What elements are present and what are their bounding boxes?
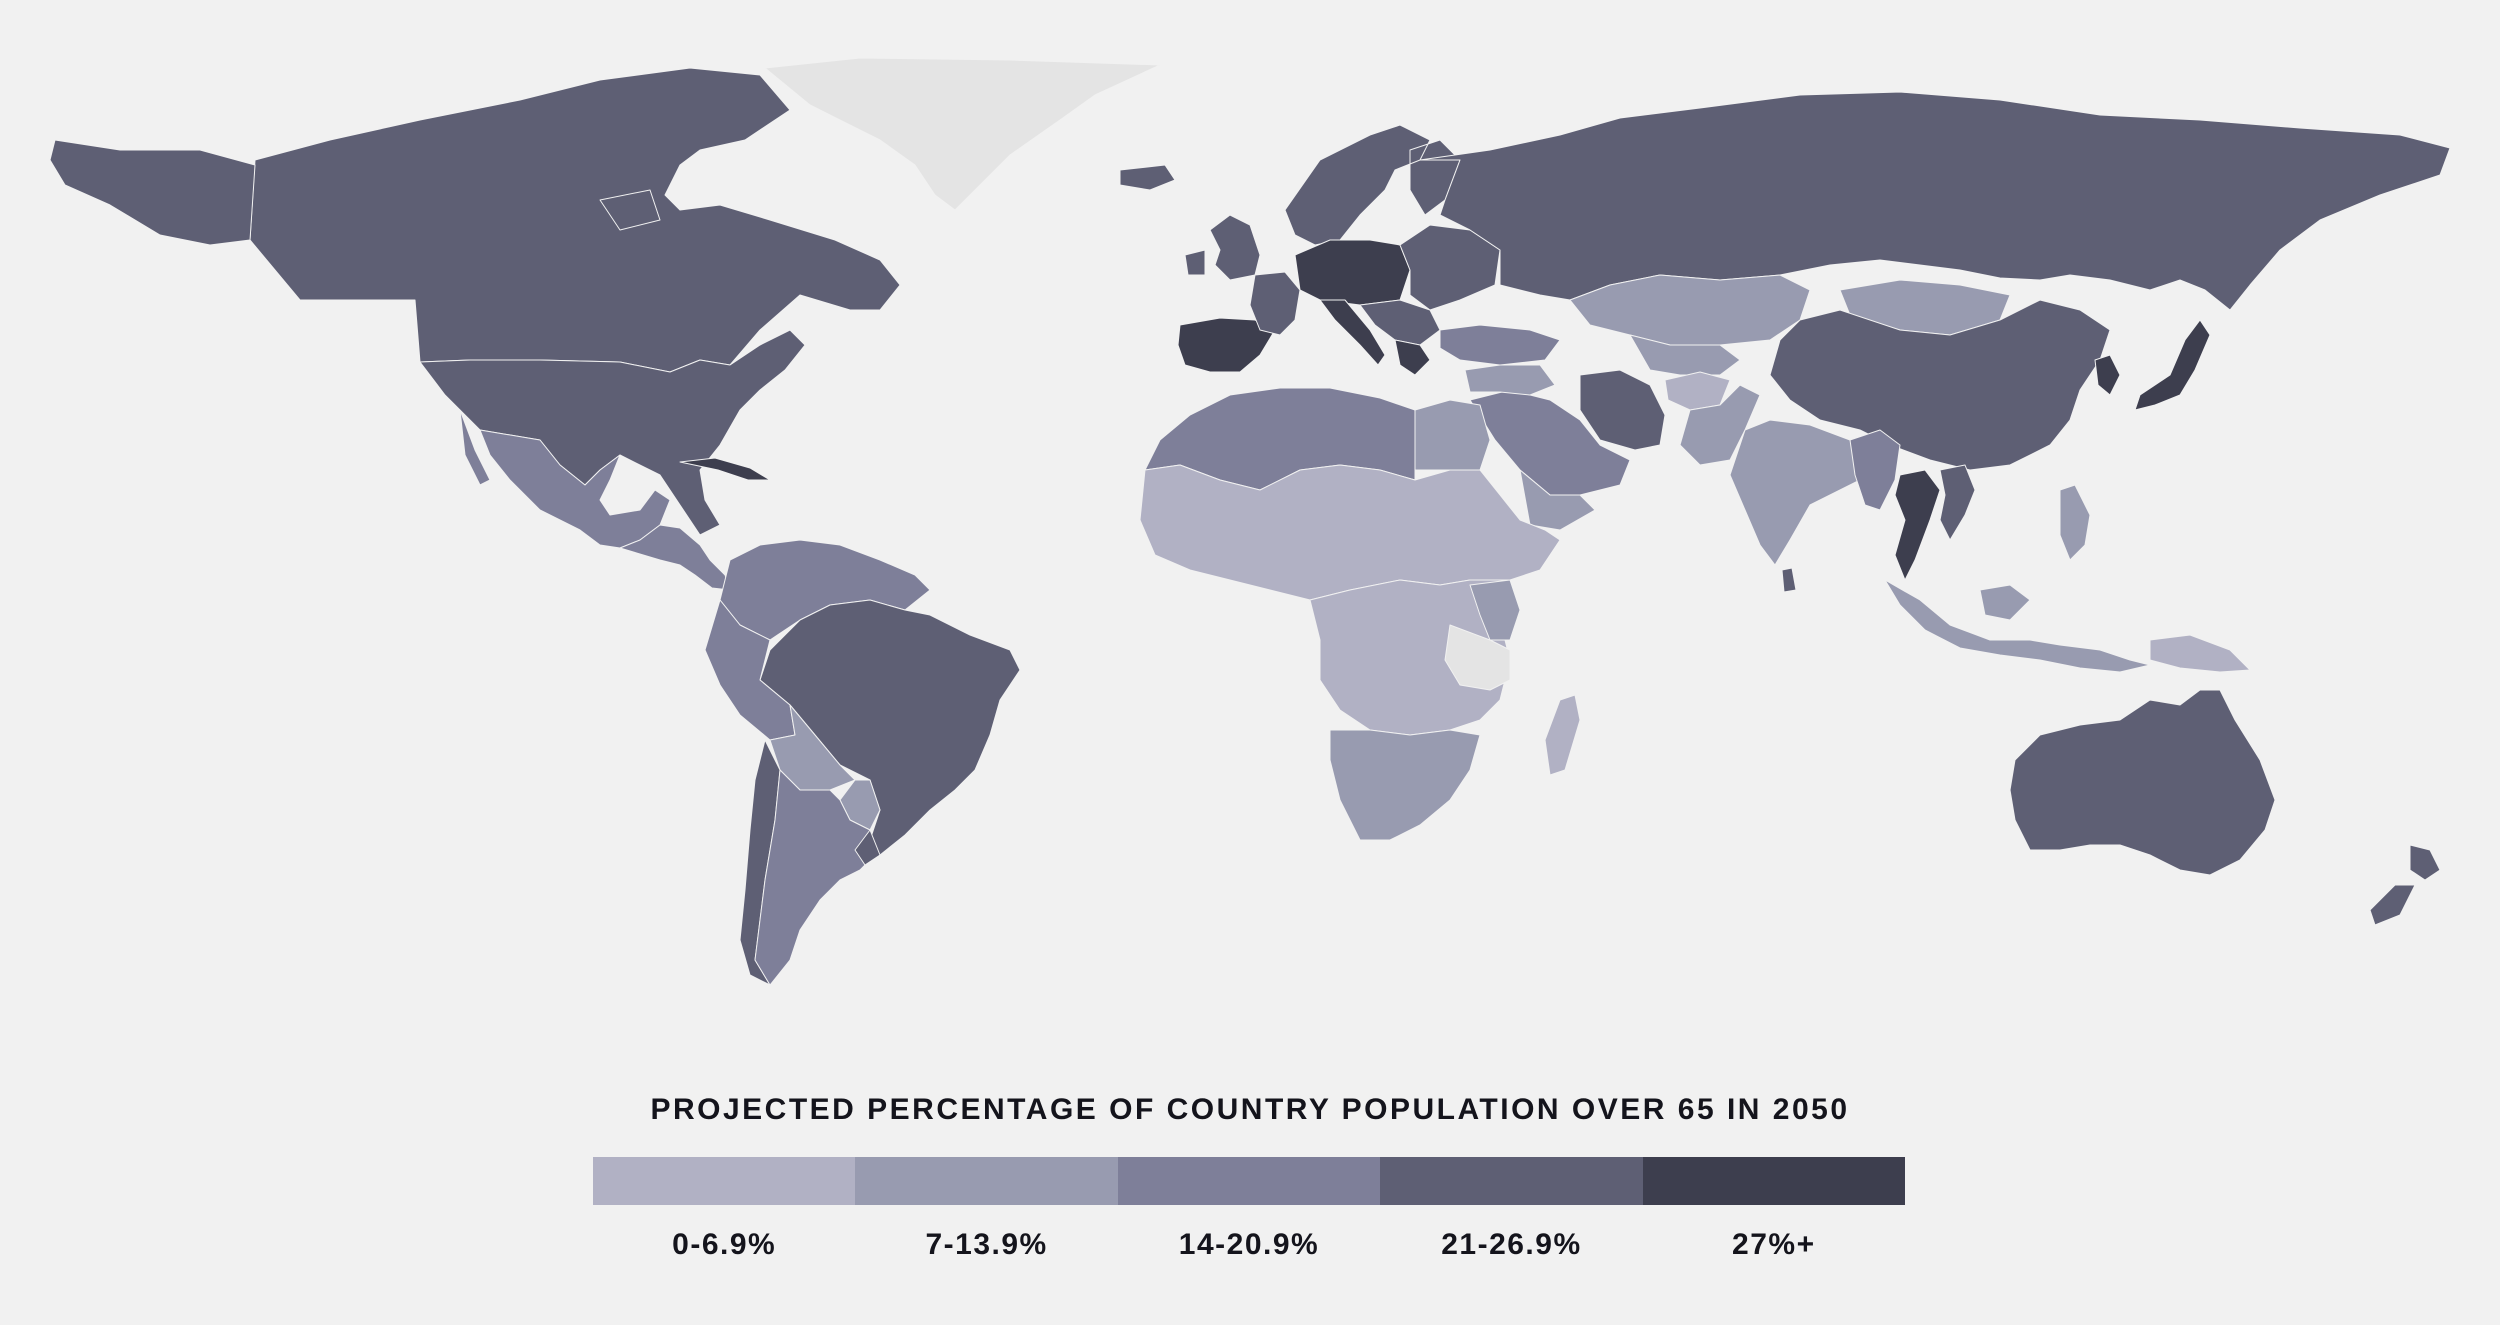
legend-swatch-2: [1117, 1157, 1381, 1205]
region-thailand: [1894, 469, 1941, 581]
region-central-europe: [1294, 239, 1411, 306]
region-indonesia: [1884, 579, 2151, 673]
region-kenya: [1469, 579, 1521, 641]
legend-color-bar: [593, 1157, 1906, 1205]
region-japan: [2134, 319, 2211, 411]
region-myanmar: [1849, 429, 1901, 511]
legend-labels: 0-6.9% 7-13.9% 14-20.9% 21-26.9% 27%+: [593, 1228, 1905, 1262]
region-central-asia: [1629, 334, 1741, 376]
region-canada: [249, 67, 901, 373]
legend-label-3: 21-26.9%: [1441, 1228, 1582, 1261]
region-papua-new-guinea: [2149, 634, 2251, 673]
region-spain-and-portugal: [1177, 317, 1276, 373]
legend-label-2: 14-20.9%: [1178, 1228, 1320, 1261]
region-mexico: [459, 409, 671, 549]
region-china: [1769, 299, 2111, 471]
region-alaska: [49, 139, 256, 246]
legend-swatch-3: [1380, 1157, 1643, 1205]
region-vietnam: [1939, 464, 1976, 541]
region-russia: [1419, 91, 2451, 311]
region-cuba: [679, 457, 771, 481]
region-arabian-peninsula: [1469, 389, 1631, 496]
region-new-zealand: [2369, 844, 2441, 926]
region-france: [1249, 271, 1301, 336]
legend-label-4: 27%+: [1732, 1228, 1816, 1261]
region-levant: [1464, 364, 1556, 396]
region-uruguay: [854, 829, 881, 866]
legend-swatch-1: [855, 1157, 1118, 1205]
region-turkey: [1439, 324, 1561, 366]
region-greenland: [764, 57, 1161, 211]
region-central-america: [619, 524, 731, 591]
legend-swatch-4: [1642, 1157, 1906, 1205]
region-madagascar: [1544, 694, 1581, 776]
region-balkans: [1359, 299, 1441, 346]
world-map-svg: [49, 57, 2451, 986]
region-iran: [1579, 369, 1666, 451]
region-philippines: [2059, 484, 2091, 561]
region-southern-africa: [1329, 729, 1481, 841]
region-sahel-and-west-africa: [1139, 464, 1561, 601]
region-australia: [2009, 689, 2276, 876]
region-egypt: [1414, 399, 1491, 471]
region-united-kingdom: [1184, 214, 1261, 281]
legend-swatch-0: [593, 1157, 856, 1205]
legend-label-1: 7-13.9%: [925, 1228, 1048, 1261]
region-korea: [2094, 354, 2121, 396]
region-india: [1729, 419, 1881, 566]
region-iceland: [1119, 164, 1176, 191]
region-italy: [1319, 299, 1386, 366]
legend-title: PROJECTED PERCENTAGE OF COUNTRY POPULATI…: [650, 1093, 1850, 1126]
world-map: [49, 57, 2451, 986]
region-eastern-europe: [1399, 224, 1501, 311]
region-greece: [1394, 339, 1431, 376]
legend-label-0: 0-6.9%: [672, 1228, 777, 1261]
region-central-and-east-africa: [1309, 579, 1511, 736]
region-sri-lanka: [1781, 567, 1797, 593]
region-argentina: [754, 769, 876, 986]
region-tanzania: [1444, 624, 1511, 691]
